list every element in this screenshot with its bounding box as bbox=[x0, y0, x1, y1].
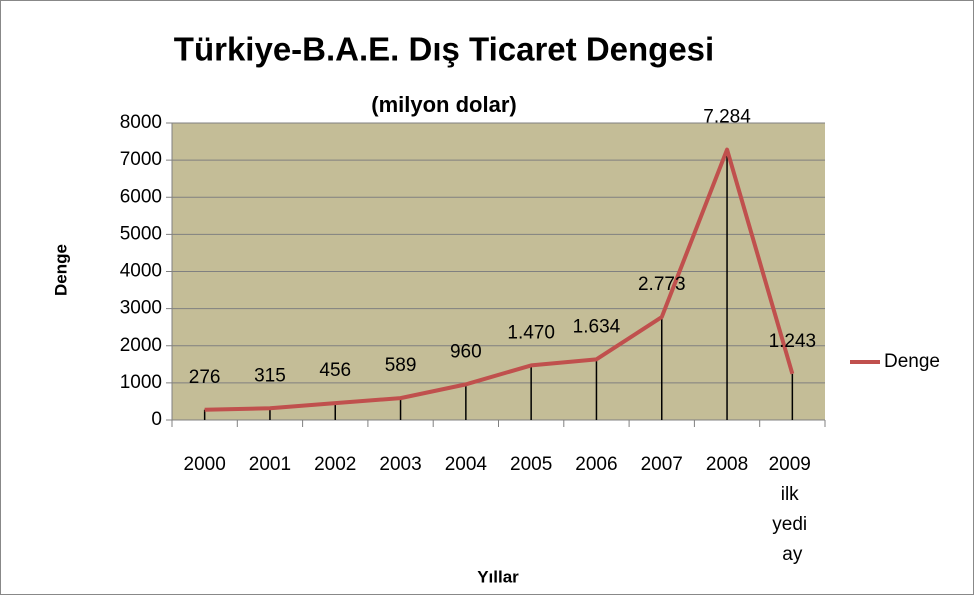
chart-subtitle: (milyon dolar) bbox=[371, 92, 516, 117]
y-tick-label: 3000 bbox=[120, 298, 162, 319]
x-tick-label: 2001 bbox=[249, 454, 291, 475]
x-tick-label: 2009 ilk yedi ay bbox=[769, 454, 817, 565]
y-tick-label: 5000 bbox=[120, 223, 162, 244]
data-label: 1.470 bbox=[507, 322, 555, 343]
data-label: 2.773 bbox=[638, 274, 686, 295]
y-tick-label: 4000 bbox=[120, 261, 162, 282]
y-axis-label: Denge bbox=[51, 244, 70, 296]
x-tick-label: 2007 bbox=[641, 454, 683, 475]
data-label: 589 bbox=[385, 355, 417, 376]
data-label: 1.634 bbox=[573, 316, 621, 337]
data-label: 7.284 bbox=[703, 107, 751, 128]
x-tick-label: 2003 bbox=[379, 454, 421, 475]
data-label: 456 bbox=[319, 360, 351, 381]
y-tick-label: 2000 bbox=[120, 335, 162, 356]
legend-label: Denge bbox=[884, 351, 940, 372]
data-label: 276 bbox=[189, 367, 221, 388]
x-tick-label: 2002 bbox=[314, 454, 356, 475]
x-tick-label: 2000 bbox=[184, 454, 226, 475]
x-tick-label: 2005 bbox=[510, 454, 552, 475]
x-axis-label: Yıllar bbox=[477, 567, 519, 586]
series-line bbox=[204, 147, 795, 412]
data-label: 1.243 bbox=[769, 331, 817, 352]
y-tick-label: 1000 bbox=[120, 372, 162, 393]
y-tick-label: 6000 bbox=[120, 186, 162, 207]
data-label: 960 bbox=[450, 341, 482, 362]
x-tick-label: 2004 bbox=[445, 454, 488, 475]
data-label: 315 bbox=[254, 365, 286, 386]
y-tick-label: 7000 bbox=[120, 149, 162, 170]
chart-title: Türkiye-B.A.E. Dış Ticaret Dengesi bbox=[174, 31, 714, 68]
x-tick-label: 2008 bbox=[706, 454, 748, 475]
x-tick-label: 2006 bbox=[575, 454, 617, 475]
y-tick-label: 8000 bbox=[120, 112, 162, 133]
y-tick-label: 0 bbox=[151, 409, 162, 430]
